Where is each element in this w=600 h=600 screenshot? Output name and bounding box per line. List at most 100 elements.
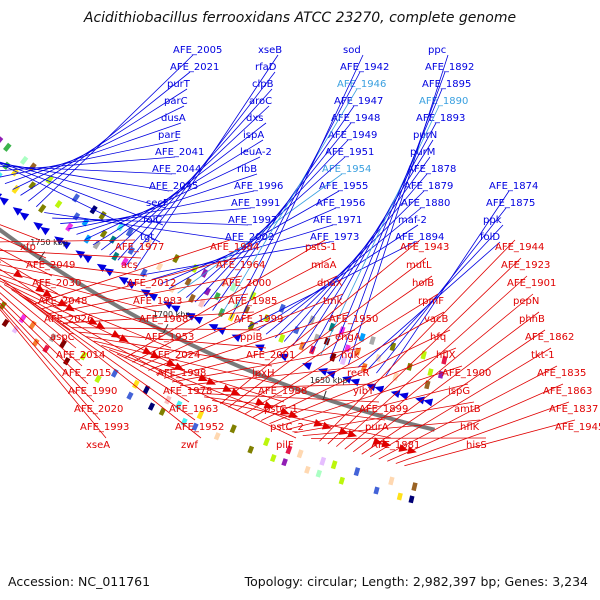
gene-label: AFE_1955 <box>319 181 368 192</box>
reverse-gene-arrow <box>87 316 98 325</box>
gene-label: AFE_1964 <box>216 260 265 271</box>
gene-label: recR <box>347 368 370 379</box>
gene-label: tkt-1 <box>531 350 555 361</box>
forward-gene-arrow <box>61 241 71 250</box>
leader-line <box>269 347 457 425</box>
feature-block <box>188 293 196 303</box>
gene-label: pilF <box>276 440 294 451</box>
kbp-tick <box>322 390 327 401</box>
gene-label: AFE_1942 <box>340 62 389 73</box>
leader-line <box>348 54 449 365</box>
gene-label: AFE_1963 <box>169 404 218 415</box>
gene-label: pepN <box>513 296 539 307</box>
gene-label: AFE_2000 <box>222 278 271 289</box>
leader-line <box>116 353 297 439</box>
gene-label: AFE_1949 <box>328 130 377 141</box>
gene-label: AFE_2012 <box>127 278 176 289</box>
feature-block <box>328 322 336 332</box>
leader-line <box>385 190 510 377</box>
feature-block <box>132 379 140 389</box>
feature-block <box>98 210 107 221</box>
leader-line <box>109 349 291 421</box>
gene-label: AFE_1984 <box>210 242 259 253</box>
gene-label: hflX <box>436 350 456 361</box>
leader-line <box>320 105 440 356</box>
leader-line <box>179 365 368 387</box>
forward-gene-arrow <box>75 250 86 259</box>
gene-label: AFE_2024 <box>151 350 200 361</box>
gene-label: AFE_1878 <box>407 164 456 175</box>
gene-label: rpmF <box>418 296 444 307</box>
leader-line <box>0 163 170 192</box>
leader-line <box>70 327 261 331</box>
gene-label: AFE_1952 <box>175 422 224 433</box>
leader-line <box>0 302 95 403</box>
feature-block <box>296 449 304 459</box>
feature-block <box>203 287 212 296</box>
forward-gene-arrow <box>415 396 425 405</box>
feature-block <box>59 339 67 349</box>
leader-line <box>203 122 352 307</box>
leader-line <box>244 293 439 415</box>
gene-label: AFE_1943 <box>400 242 449 253</box>
leader-line <box>18 294 196 421</box>
feature-block <box>219 278 228 288</box>
feature-block <box>28 181 37 190</box>
feature-block <box>243 305 251 314</box>
gene-label: pstC_1 <box>264 404 298 415</box>
gene-label: AFE_1993 <box>80 422 129 433</box>
feature-block <box>147 402 156 411</box>
leader-line <box>86 336 273 367</box>
forward-gene-arrow <box>148 293 158 302</box>
gene-label: AFE_1946 <box>337 79 386 90</box>
forward-gene-arrow <box>96 263 107 272</box>
feature-block <box>28 162 37 172</box>
feature-block <box>38 204 47 214</box>
feature-block <box>191 422 199 431</box>
gene-label: AFE_1990 <box>68 386 117 397</box>
forward-gene-arrow <box>140 289 151 298</box>
gene-label: mutL <box>406 260 432 271</box>
gene-label: AFE_2005 <box>173 45 222 56</box>
gene-label: AFE_1999 <box>234 314 283 325</box>
gene-label: ispA <box>243 130 264 141</box>
leader-line <box>0 161 167 209</box>
gene-label: AFE_2030 <box>32 278 81 289</box>
leader-line <box>78 331 267 349</box>
gene-label: vacB <box>424 314 449 325</box>
gene-label: xseA <box>86 440 110 451</box>
leader-line <box>44 212 246 243</box>
leader-line <box>171 347 362 383</box>
gene-label: tmk <box>323 296 343 307</box>
gene-label: AFE_2026 <box>44 314 93 325</box>
gene-label: AFE_1944 <box>495 242 544 253</box>
leader-line <box>0 278 172 349</box>
reverse-gene-arrow <box>95 321 106 330</box>
leader-line <box>63 311 255 324</box>
feature-block <box>65 222 74 232</box>
leader-line <box>387 383 564 462</box>
feature-block <box>369 336 376 346</box>
feature-block <box>19 155 29 166</box>
leader-line <box>68 190 255 230</box>
feature-block <box>28 320 37 330</box>
gene-label: AFE_1983 <box>133 296 182 307</box>
gene-label: AFE_1835 <box>537 368 586 379</box>
leader-line <box>11 289 190 403</box>
gene-label: AFE_1988 <box>258 386 307 397</box>
gene-label: AFE_1862 <box>525 332 574 343</box>
feature-block <box>408 495 415 504</box>
leader-line <box>132 257 332 363</box>
gene-label: phhB <box>519 314 545 325</box>
gene-label: AFE_2044 <box>152 164 201 175</box>
gene-label: dnaX <box>317 278 343 289</box>
leader-line <box>0 257 148 277</box>
leader-line <box>376 207 507 374</box>
gene-label: AFE_2014 <box>56 350 105 361</box>
gene-label: secF <box>146 198 169 209</box>
leader-line <box>0 156 176 172</box>
gene-label: AFE_1948 <box>331 113 380 124</box>
leader-line <box>194 139 349 303</box>
leader-line <box>404 419 576 467</box>
